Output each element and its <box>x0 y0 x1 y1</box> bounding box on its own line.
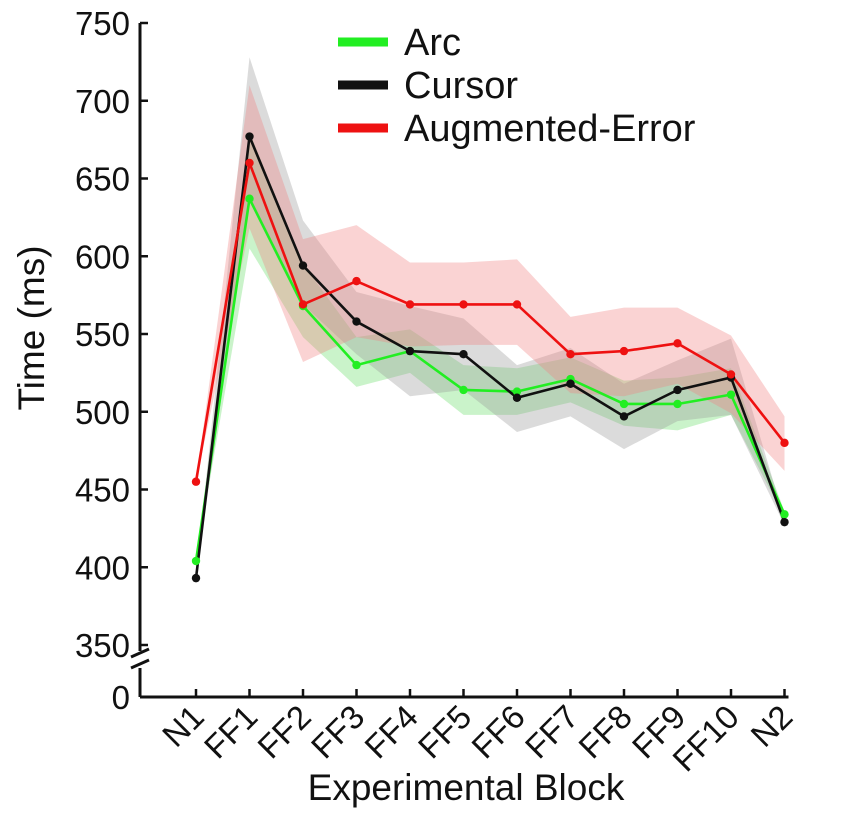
arc-point-ff5 <box>459 385 468 395</box>
augmented-error-point-ff1 <box>245 158 254 168</box>
lines-layer <box>194 135 786 579</box>
x-tick-label-ff4: FF4 <box>357 698 425 766</box>
x-tick-label-ff3: FF3 <box>304 698 372 766</box>
x-tick-label-ff8: FF8 <box>571 698 639 766</box>
cursor-point-ff4 <box>405 346 415 356</box>
augmented-error-point-ff10 <box>726 370 736 379</box>
axis-break-mark <box>130 658 150 670</box>
legend-label-augmented-error: Augmented-Error <box>404 108 696 150</box>
axis-break-mark <box>130 647 150 659</box>
y-tick-label-650: 650 <box>75 161 130 198</box>
y-axis-title: Time (ms) <box>11 245 52 410</box>
cursor-point-ff3 <box>352 317 361 326</box>
augmented-error-point-ff9 <box>673 339 682 348</box>
arc-point-ff8 <box>619 399 629 409</box>
y-axis: 350 400 450 500 550 600 650 700 750 0 <box>75 5 150 716</box>
augmented-error-point-ff6 <box>512 300 522 309</box>
augmented-error-band <box>196 85 785 482</box>
augmented-error-point-n1 <box>191 477 201 486</box>
cursor-point-n1 <box>191 573 201 583</box>
x-tick-label-ff7: FF7 <box>518 698 586 766</box>
augmented-error-point-ff5 <box>459 300 468 309</box>
augmented-error-point-n2 <box>780 438 789 448</box>
legend-label-cursor: Cursor <box>404 65 518 107</box>
markers-layer <box>191 132 789 583</box>
x-tick-label-ff1: FF1 <box>197 698 265 766</box>
arc-point-ff3 <box>352 360 361 370</box>
y-tick-label-0: 0 <box>112 679 130 716</box>
y-tick-label-400: 400 <box>75 549 130 586</box>
cursor-point-ff7 <box>566 379 575 388</box>
x-axis-title: Experimental Block <box>308 767 625 808</box>
arc-point-ff1 <box>245 194 254 203</box>
x-tick-label-ff6: FF6 <box>464 698 532 766</box>
cursor-point-ff2 <box>298 261 308 270</box>
cursor-line <box>194 135 786 579</box>
augmented-error-point-ff3 <box>352 276 361 286</box>
augmented-error-point-ff2 <box>298 300 308 309</box>
y-tick-label-450: 450 <box>75 472 130 509</box>
augmented-error-line <box>194 161 786 482</box>
cursor-point-ff9 <box>673 385 682 395</box>
cursor-point-ff6 <box>512 393 522 402</box>
arc-point-ff10 <box>726 390 736 399</box>
augmented-error-point-ff7 <box>566 350 575 359</box>
x-tick-label-ff2: FF2 <box>250 698 318 766</box>
y-tick-label-700: 700 <box>75 83 130 120</box>
cursor-point-ff1 <box>245 132 254 141</box>
arc-point-ff9 <box>673 399 682 409</box>
cursor-point-ff5 <box>459 350 468 359</box>
arc-line <box>194 197 786 562</box>
y-tick-label-500: 500 <box>75 394 130 431</box>
arc-point-ff6 <box>512 387 522 396</box>
y-tick-label-750: 750 <box>75 5 130 42</box>
cursor-point-ff8 <box>619 412 629 421</box>
x-tick-label-ff5: FF5 <box>411 698 479 766</box>
arc-point-n2 <box>780 510 789 519</box>
arc-point-n1 <box>191 556 201 566</box>
x-tick-label-n2: N2 <box>743 698 799 754</box>
cursor-band <box>196 57 785 579</box>
augmented-error-point-ff8 <box>619 346 629 356</box>
y-tick-label-600: 600 <box>75 238 130 275</box>
y-tick-label-550: 550 <box>75 316 130 353</box>
legend-label-arc: Arc <box>404 22 461 64</box>
augmented-error-point-ff4 <box>405 300 415 309</box>
cursor-point-n2 <box>780 517 789 527</box>
y-tick-label-350: 350 <box>75 627 130 664</box>
